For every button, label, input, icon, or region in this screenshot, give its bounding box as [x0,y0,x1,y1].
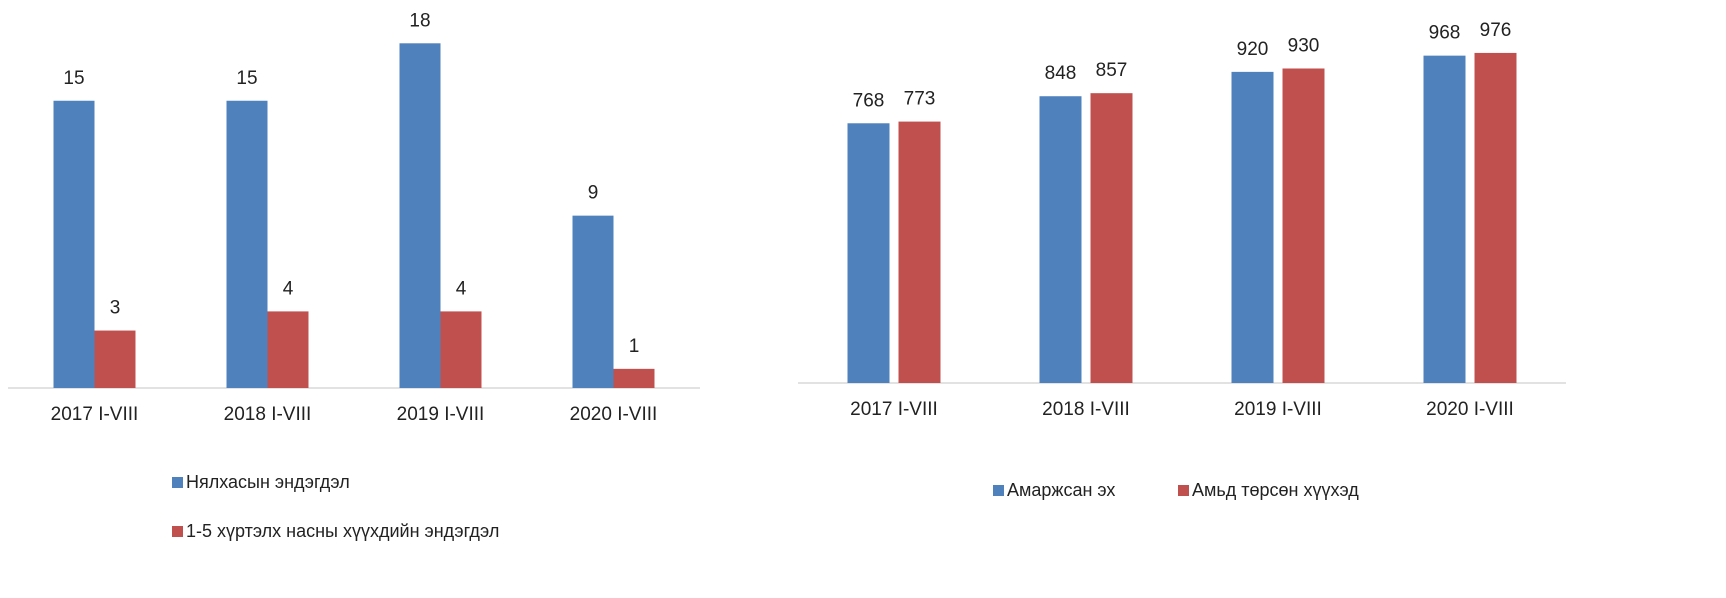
bar [53,100,95,388]
data-label: 9 [588,183,599,204]
data-label: 930 [1288,36,1320,57]
bar [572,215,614,388]
bar [1231,71,1274,383]
bar [847,123,890,383]
x-tick-label: 2019 I-VIII [397,404,485,425]
x-tick-label: 2017 I-VIII [850,399,938,420]
bar [1090,93,1133,383]
data-label: 920 [1237,39,1269,60]
legend-swatch [172,526,183,537]
bar [898,121,941,384]
x-tick-label: 2020 I-VIII [1426,399,1514,420]
data-label: 768 [853,90,885,111]
bar [226,100,268,388]
legend-label: Амаржсан эх [1007,480,1115,500]
data-label: 857 [1096,60,1128,81]
data-label: 976 [1480,20,1512,41]
legend-swatch [172,477,183,488]
bar [1282,68,1325,383]
legend-label: Нялхасын эндэгдэл [186,472,350,492]
data-label: 848 [1045,63,1077,84]
legend-swatch [993,485,1004,496]
data-label: 15 [236,68,257,89]
data-label: 18 [409,10,430,31]
bar [399,43,441,389]
data-label: 15 [63,68,84,89]
data-label: 1 [629,336,640,357]
bar [440,311,482,388]
data-label: 4 [456,278,467,299]
legend-label: Амьд төрсөн хүүхэд [1192,480,1359,500]
data-label: 3 [110,298,121,319]
bar [1039,96,1082,384]
data-label: 4 [283,278,294,299]
x-tick-label: 2018 I-VIII [224,404,312,425]
bar [1423,55,1466,383]
bar [613,368,655,388]
x-tick-label: 2019 I-VIII [1234,399,1322,420]
x-tick-label: 2018 I-VIII [1042,399,1130,420]
bar [94,330,136,388]
x-tick-label: 2017 I-VIII [51,404,139,425]
x-tick-label: 2020 I-VIII [570,404,658,425]
data-label: 968 [1429,23,1461,44]
legend-swatch [1178,485,1189,496]
bar [1474,52,1517,384]
legend-label: 1-5 хүртэлх насны хүүхдийн эндэгдэл [186,521,499,541]
data-label: 773 [904,89,936,110]
bar [267,311,309,388]
